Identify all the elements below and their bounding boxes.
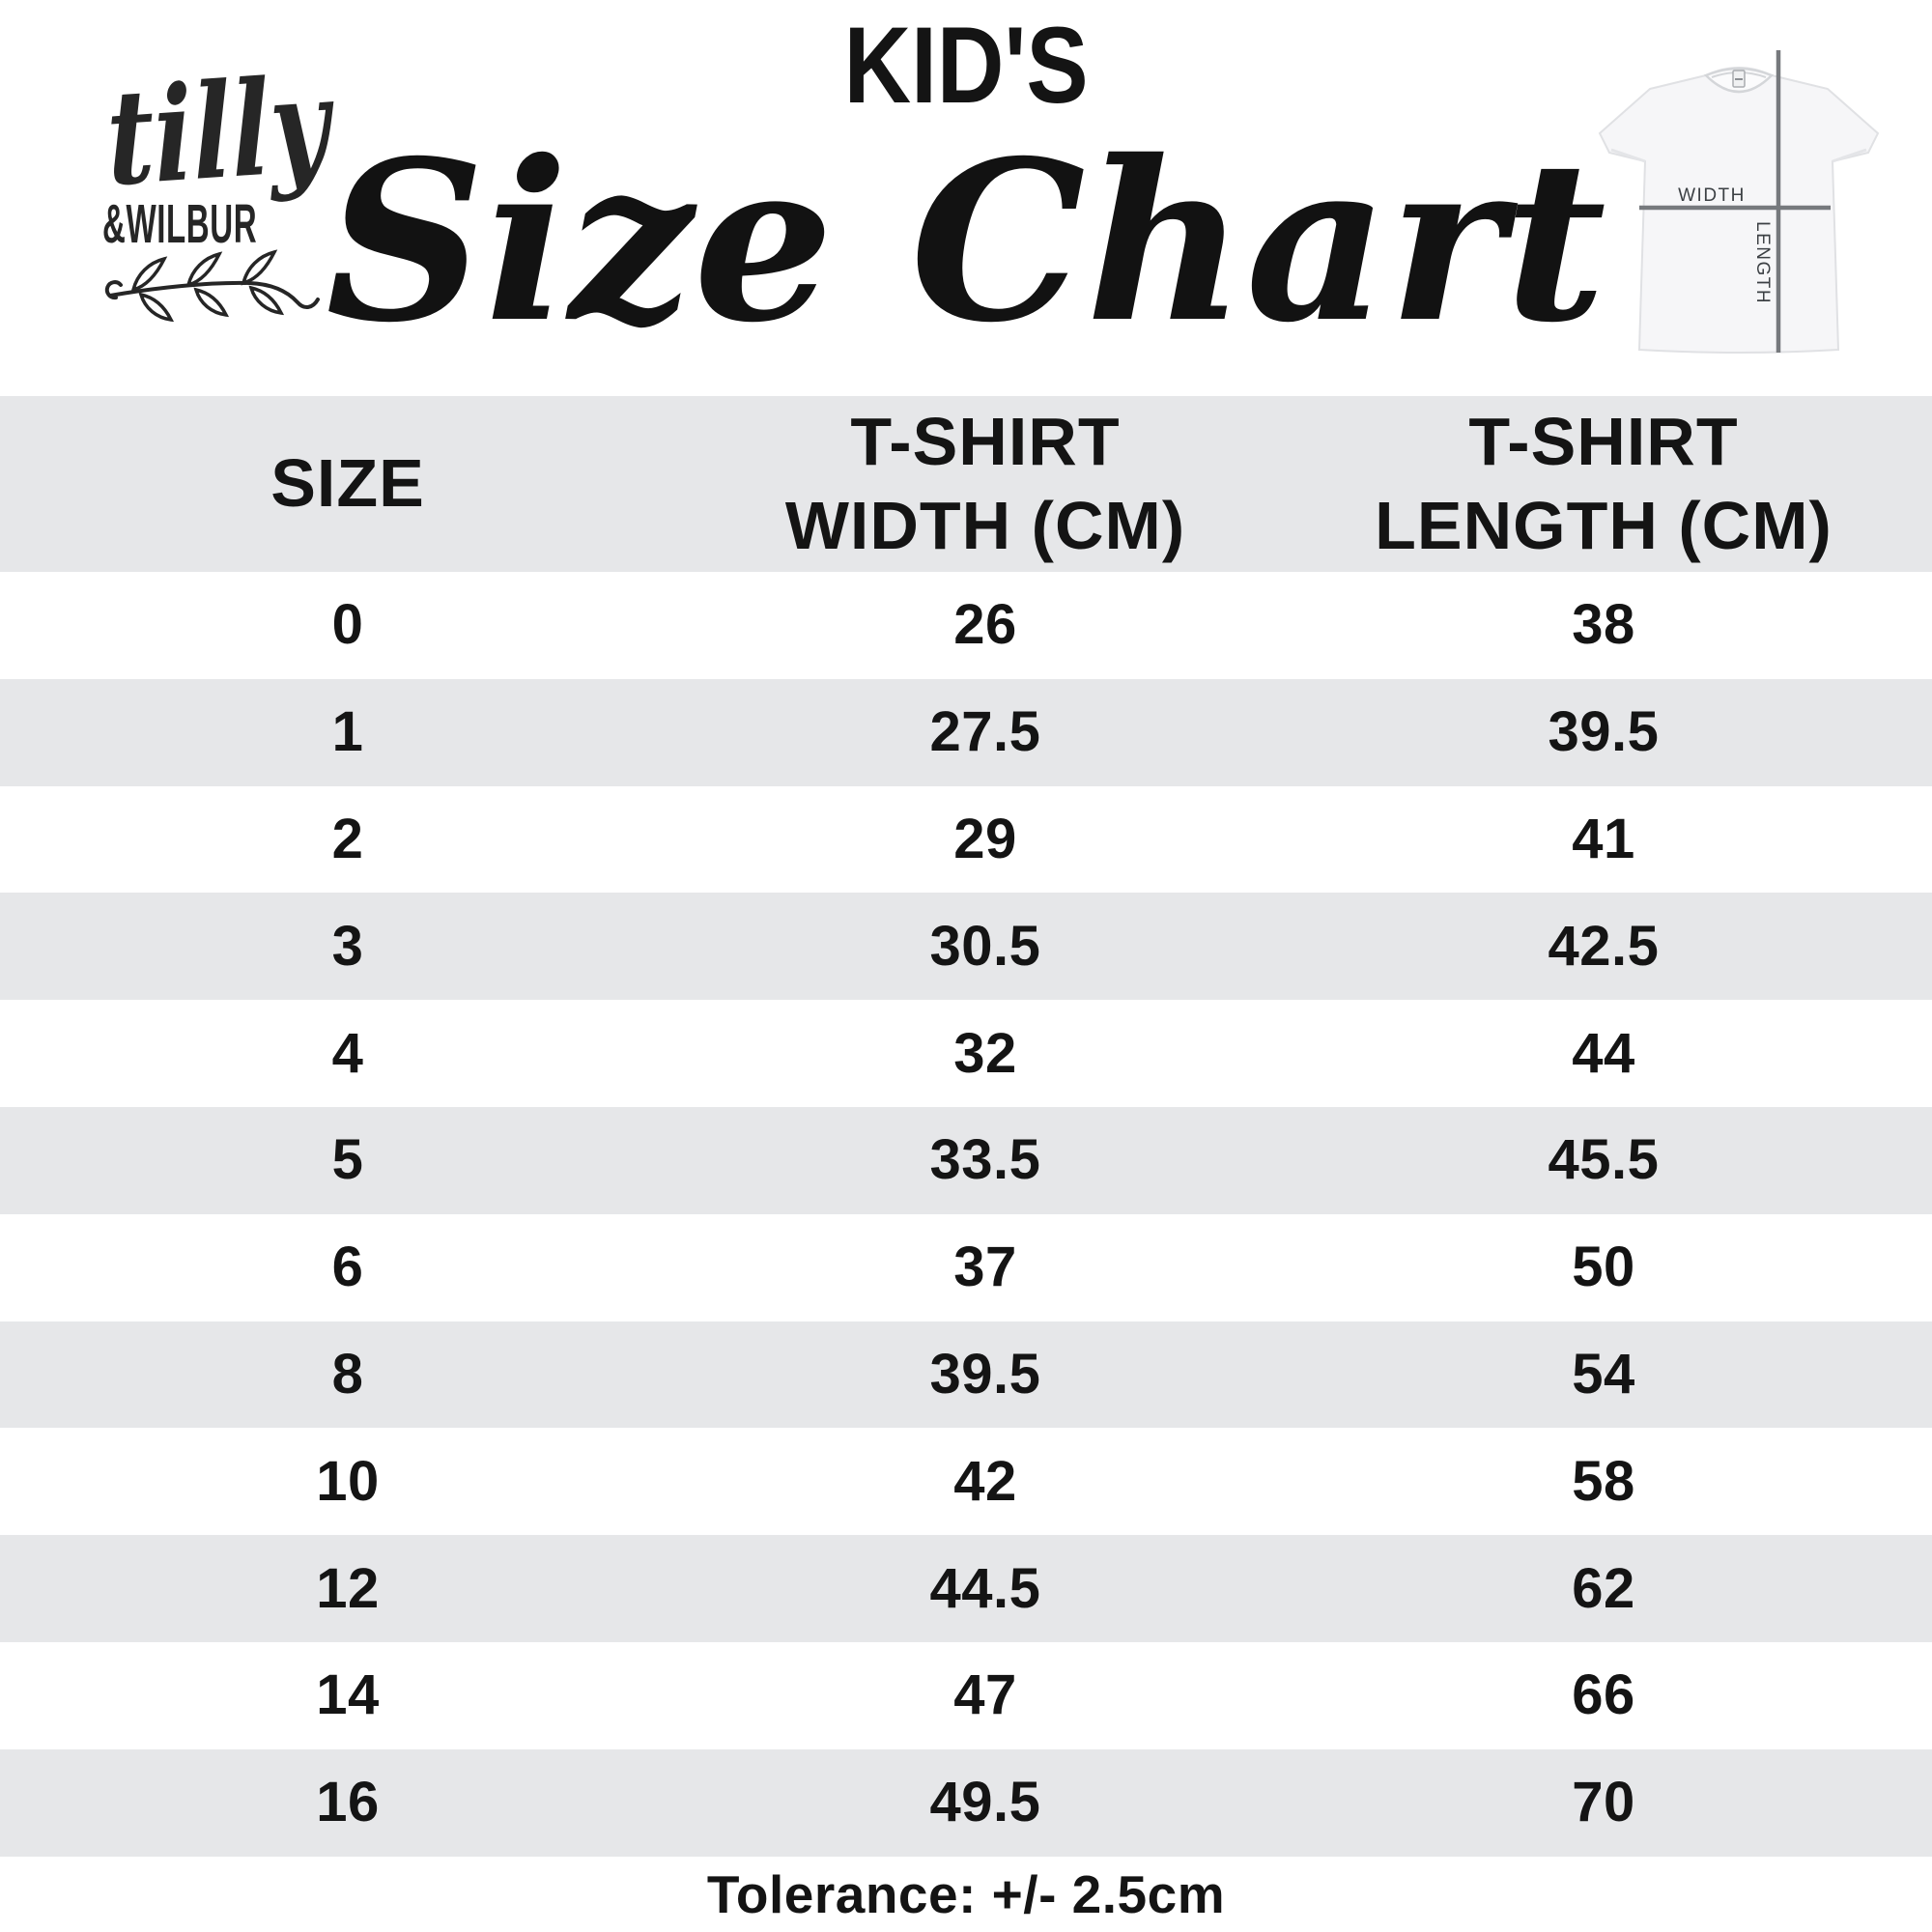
length-cell: 62 bbox=[1572, 1556, 1635, 1620]
length-cell: 70 bbox=[1572, 1771, 1635, 1834]
length-label: LENGTH bbox=[1752, 221, 1773, 304]
size-cell: 10 bbox=[316, 1449, 380, 1513]
width-cell: 44.5 bbox=[929, 1556, 1041, 1620]
width-cell: 42 bbox=[953, 1449, 1017, 1513]
laurel-branch-icon bbox=[104, 249, 320, 323]
page-kicker: KID'S bbox=[0, 12, 1932, 120]
width-cell: 27.5 bbox=[929, 700, 1041, 764]
table-row: 2 29 41 bbox=[0, 785, 1932, 894]
width-cell: 47 bbox=[953, 1663, 1017, 1727]
table-row: 4 32 44 bbox=[0, 1000, 1932, 1107]
size-cell: 8 bbox=[331, 1342, 364, 1406]
length-cell: 38 bbox=[1572, 593, 1635, 657]
length-cell: 39.5 bbox=[1548, 700, 1660, 764]
length-cell: 44 bbox=[1572, 1021, 1635, 1085]
table-row: 0 26 38 bbox=[0, 572, 1932, 679]
table-row: 16 49.5 70 bbox=[0, 1748, 1932, 1857]
width-cell: 39.5 bbox=[929, 1342, 1041, 1406]
brand-name-caps: &WILBUR bbox=[102, 193, 258, 255]
size-cell: 4 bbox=[331, 1021, 364, 1085]
size-cell: 1 bbox=[331, 700, 364, 764]
size-cell: 14 bbox=[316, 1663, 380, 1727]
table-header-row: SIZE T-SHIRT WIDTH (CM) T-SHIRT LENGTH (… bbox=[0, 396, 1932, 572]
kicker-text: KID'S bbox=[843, 5, 1089, 126]
width-cell: 29 bbox=[953, 807, 1017, 870]
width-label: WIDTH bbox=[1678, 185, 1746, 206]
size-cell: 12 bbox=[316, 1556, 380, 1620]
size-cell: 5 bbox=[331, 1128, 364, 1192]
width-cell: 32 bbox=[953, 1021, 1017, 1085]
table-row: 8 39.5 54 bbox=[0, 1321, 1932, 1429]
table-row: 3 30.5 42.5 bbox=[0, 893, 1932, 1001]
table-row: 14 47 66 bbox=[0, 1641, 1932, 1749]
length-cell: 58 bbox=[1572, 1449, 1635, 1513]
size-table: SIZE T-SHIRT WIDTH (CM) T-SHIRT LENGTH (… bbox=[0, 396, 1932, 1857]
width-cell: 49.5 bbox=[929, 1771, 1041, 1834]
table-row: 1 27.5 39.5 bbox=[0, 678, 1932, 786]
length-cell: 66 bbox=[1572, 1663, 1635, 1727]
table-body: 0 26 38 1 27.5 39.5 2 29 41 3 30.5 42.5 … bbox=[0, 572, 1932, 1857]
table-row: 5 33.5 45.5 bbox=[0, 1106, 1932, 1214]
size-cell: 6 bbox=[331, 1236, 364, 1299]
length-cell: 41 bbox=[1572, 807, 1635, 870]
length-cell: 45.5 bbox=[1548, 1128, 1660, 1192]
table-row: 10 42 58 bbox=[0, 1428, 1932, 1536]
length-cell: 42.5 bbox=[1548, 914, 1660, 978]
width-cell: 37 bbox=[953, 1236, 1017, 1299]
tolerance-note: Tolerance: +/- 2.5cm bbox=[706, 1864, 1226, 1924]
table-row: 12 44.5 62 bbox=[0, 1535, 1932, 1642]
size-cell: 2 bbox=[331, 807, 364, 870]
brand-logo: tilly &WILBUR bbox=[97, 47, 348, 325]
length-cell: 54 bbox=[1572, 1342, 1635, 1406]
header-length: T-SHIRT LENGTH (CM) bbox=[1375, 403, 1833, 564]
header-size: SIZE bbox=[270, 445, 425, 522]
width-cell: 30.5 bbox=[929, 914, 1041, 978]
tshirt-diagram: WIDTH LENGTH bbox=[1598, 50, 1880, 354]
tshirt-body bbox=[1598, 67, 1880, 354]
width-cell: 26 bbox=[953, 593, 1017, 657]
header-width: T-SHIRT WIDTH (CM) bbox=[784, 403, 1186, 564]
length-cell: 50 bbox=[1572, 1236, 1635, 1299]
width-cell: 33.5 bbox=[929, 1128, 1041, 1192]
page-title: Size Chart bbox=[326, 112, 1606, 371]
size-cell: 0 bbox=[331, 593, 364, 657]
table-row: 6 37 50 bbox=[0, 1213, 1932, 1321]
size-cell: 16 bbox=[316, 1771, 380, 1834]
size-cell: 3 bbox=[331, 914, 364, 978]
